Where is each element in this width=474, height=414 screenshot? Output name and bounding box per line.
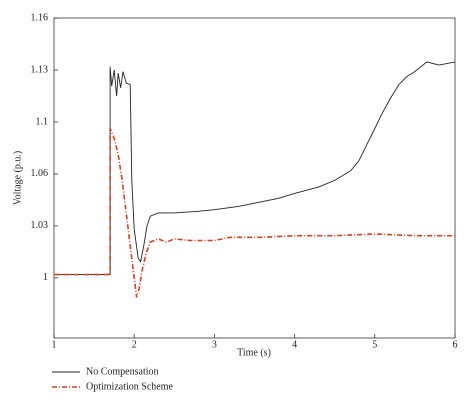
x-tick-label: 6 (453, 339, 458, 350)
plot-frame (53, 17, 456, 339)
y-tick-label: 1.06 (31, 168, 49, 179)
legend-label: No Compensation (86, 366, 159, 377)
x-tick-label: 5 (372, 339, 377, 350)
legend-label: Optimization Scheme (86, 381, 173, 392)
y-tick-label: 1.1 (36, 116, 49, 127)
series-line (54, 61, 456, 276)
x-tick-label: 4 (292, 339, 297, 350)
y-tick-label: 1.16 (31, 12, 49, 23)
x-tick-label: 2 (132, 339, 137, 350)
series-line (54, 128, 455, 298)
y-tick-label: 1 (43, 272, 48, 283)
y-axis-label: Voltage (p.u.) (12, 151, 23, 206)
y-tick-label: 1.03 (31, 220, 49, 231)
y-tick-label: 1.13 (31, 64, 49, 75)
x-tick-label: 1 (52, 339, 57, 350)
x-axis-label: Time (s) (237, 347, 271, 358)
x-tick-label: 3 (212, 339, 217, 350)
